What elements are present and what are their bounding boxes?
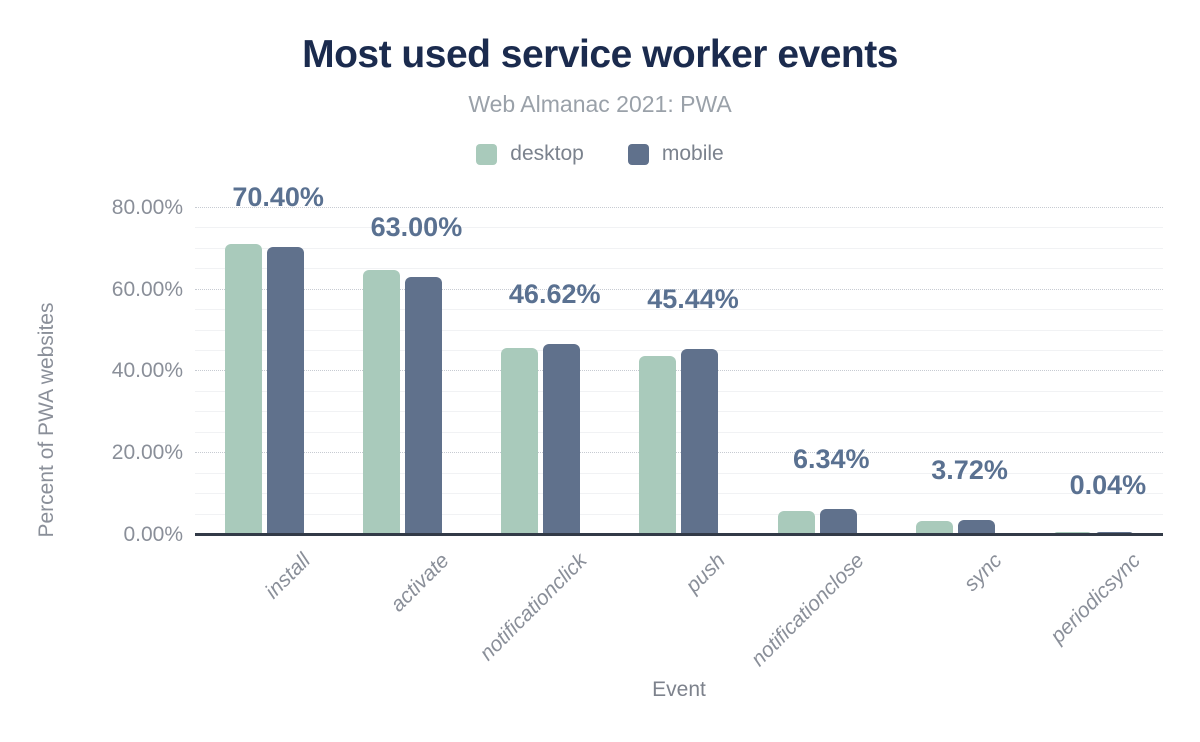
legend-item-desktop[interactable]: desktop [476, 142, 584, 166]
x-tick-label-periodicsync: periodicsync [1046, 549, 1146, 648]
value-label-notificationclose: 6.34% [793, 444, 870, 475]
x-axis-labels: install activate notificationclick push noti… [195, 549, 1163, 689]
gridline-minor [195, 390, 1163, 392]
gridline-minor [195, 411, 1163, 413]
bar-desktop-notificationclick [501, 348, 539, 535]
x-tick-label-push: push [681, 549, 731, 598]
bar-group-activate [333, 270, 471, 535]
bar-desktop-install [224, 243, 262, 535]
y-tick-label: 40.00% [111, 359, 183, 383]
value-label-activate: 63.00% [370, 212, 463, 243]
x-tick-label-notificationclose: notificationclose [746, 549, 869, 671]
gridline-minor [195, 247, 1163, 249]
gridline-major [195, 206, 1163, 208]
x-axis-line [195, 533, 1163, 536]
gridline-minor [195, 268, 1163, 270]
bar-mobile-push [681, 349, 719, 535]
legend-swatch-desktop [476, 143, 498, 165]
y-tick-label: 80.00% [111, 195, 183, 219]
gridline-minor [195, 431, 1163, 433]
bar-desktop-activate [362, 270, 400, 535]
value-label-notificationclick: 46.62% [508, 279, 601, 310]
x-tick-label-notificationclick: notificationclick [475, 549, 592, 666]
y-tick-label: 60.00% [111, 277, 183, 301]
bar-mobile-notificationclick [543, 344, 581, 535]
bar-group-install [195, 243, 333, 535]
bar-desktop-notificationclose [777, 510, 815, 535]
bar-desktop-push [639, 355, 677, 535]
chart-title: Most used service worker events [302, 33, 898, 76]
bar-mobile-install [266, 247, 304, 535]
legend-item-mobile[interactable]: mobile [627, 142, 724, 166]
x-axis-title: Event [652, 678, 706, 701]
value-label-push: 45.44% [647, 284, 739, 315]
value-label-sync: 3.72% [931, 454, 1008, 485]
gridline-minor [195, 513, 1163, 515]
x-tick-label-sync: sync [960, 549, 1007, 596]
value-label-install: 70.40% [232, 182, 324, 213]
gridline-major [195, 452, 1163, 454]
bar-group-push [610, 349, 748, 535]
gridline-major [195, 288, 1163, 290]
value-label-periodicsync: 0.04% [1069, 469, 1147, 500]
x-tick-label-activate: activate [386, 549, 454, 617]
legend: desktop mobile [0, 141, 1200, 167]
bar-mobile-activate [404, 277, 442, 535]
gridline-minor [195, 493, 1163, 495]
bar-mobile-sync [958, 519, 996, 535]
gridline-minor [195, 329, 1163, 331]
bar-desktop-sync [916, 521, 954, 535]
y-tick-label: 20.00% [111, 441, 183, 465]
bar-mobile-notificationclose [819, 509, 857, 535]
bar-group-sync [886, 519, 1024, 535]
chart-subtitle: Web Almanac 2021: PWA [468, 91, 732, 117]
gridline-minor [195, 472, 1163, 474]
gridline-minor [195, 350, 1163, 352]
y-axis-ticks: 0.00% 20.00% 40.00% 60.00% 80.00% [0, 185, 183, 545]
y-tick-label: 0.00% [123, 523, 183, 546]
bar-group-notificationclick [472, 344, 610, 535]
legend-label-mobile: mobile [661, 142, 724, 165]
plot-area: 70.40% 63.00% 46.62% 45.44% 6.34% 3.72% 0.04% [195, 182, 1163, 536]
legend-label-desktop: desktop [510, 142, 584, 165]
gridline-minor [195, 227, 1163, 229]
x-tick-label-install: install [261, 549, 316, 604]
bar-group-notificationclose [748, 509, 886, 535]
gridline-minor [195, 309, 1163, 311]
legend-swatch-mobile [627, 143, 649, 165]
gridline-major [195, 370, 1163, 372]
